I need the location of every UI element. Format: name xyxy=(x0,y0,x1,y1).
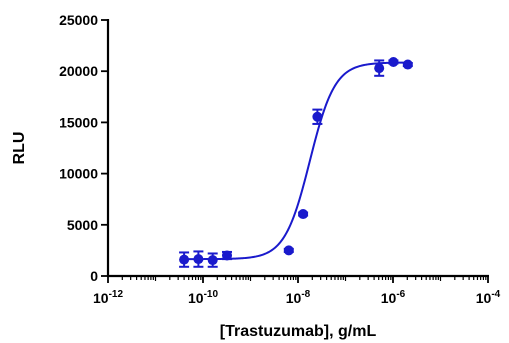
data-point xyxy=(298,209,309,220)
point-marker xyxy=(283,245,294,256)
x-tick-label: 10-8 xyxy=(286,289,311,306)
point-marker xyxy=(402,59,413,70)
y-tick-label: 20000 xyxy=(59,63,98,79)
y-tick-label: 10000 xyxy=(59,166,98,182)
y-tick-label: 0 xyxy=(90,268,98,284)
data-point xyxy=(207,252,218,268)
x-tick-label: 10-4 xyxy=(476,289,501,306)
y-tick-label: 5000 xyxy=(67,217,98,233)
data-point xyxy=(283,245,294,256)
point-marker xyxy=(193,254,204,265)
data-point xyxy=(312,108,323,125)
x-axis-ticks: 10-12 10-10 10-8 10-6 10-4 xyxy=(93,276,501,306)
point-marker xyxy=(298,209,309,220)
data-points xyxy=(179,56,413,268)
point-marker xyxy=(207,255,218,266)
data-point xyxy=(388,56,399,67)
data-point xyxy=(221,250,232,261)
point-marker xyxy=(388,56,399,67)
point-marker xyxy=(179,254,190,265)
x-tick-label: 10-12 xyxy=(93,289,123,306)
fit-curve xyxy=(184,61,408,261)
y-tick-label: 15000 xyxy=(59,114,98,130)
x-tick-label: 10-6 xyxy=(381,289,406,306)
data-point xyxy=(179,251,190,268)
data-point xyxy=(374,59,385,77)
point-marker xyxy=(374,63,385,74)
x-tick-label: 10-10 xyxy=(188,289,218,306)
point-marker xyxy=(221,250,232,261)
x-axis-label: [Trastuzumab], g/mL xyxy=(220,323,377,340)
y-axis-ticks: 0 5000 10000 15000 20000 25000 xyxy=(59,12,108,284)
data-point xyxy=(402,59,413,70)
y-axis-label: RLU xyxy=(11,132,28,165)
point-marker xyxy=(312,111,323,122)
data-point xyxy=(193,250,204,268)
y-tick-label: 25000 xyxy=(59,12,98,28)
